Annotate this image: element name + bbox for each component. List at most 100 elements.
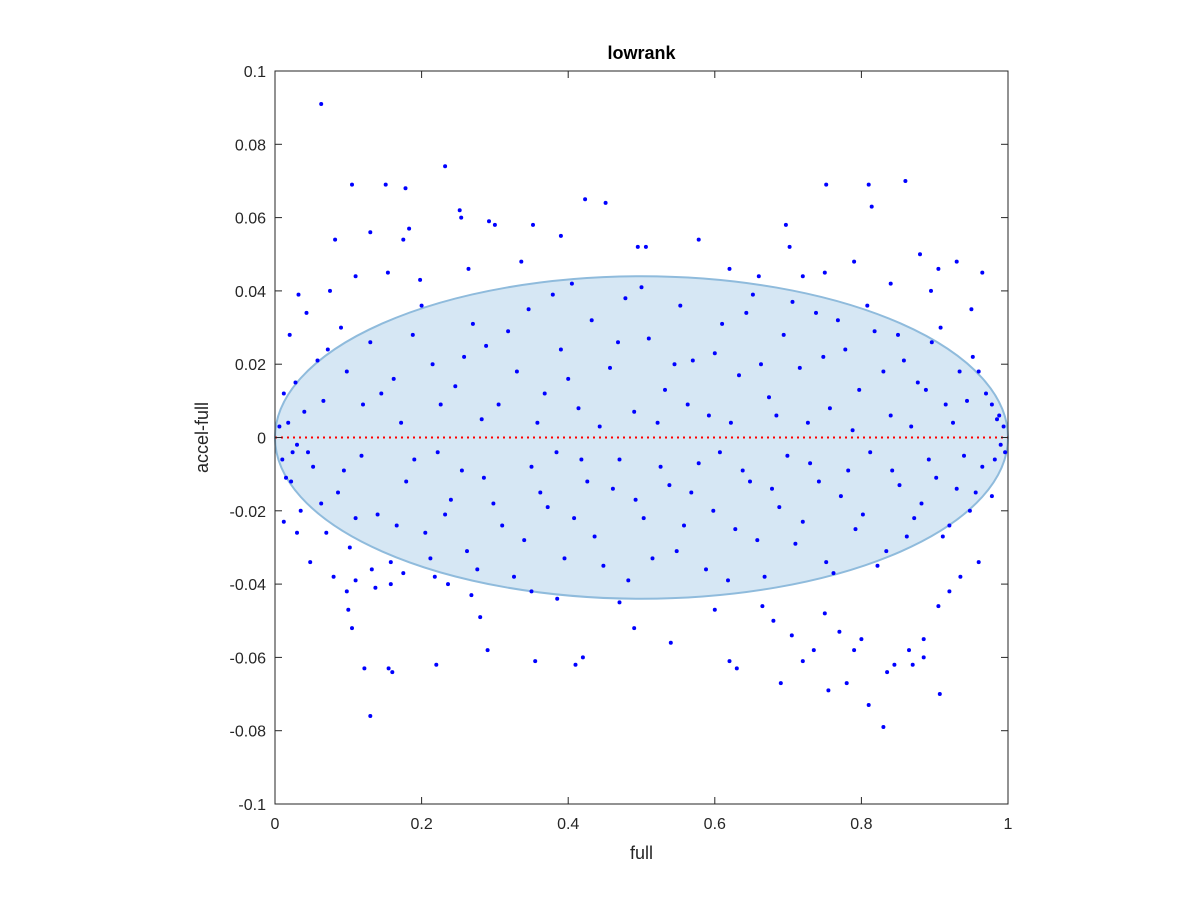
data-point xyxy=(797,365,802,370)
data-point xyxy=(443,164,448,169)
data-point xyxy=(800,659,805,664)
data-point xyxy=(407,226,412,231)
data-point xyxy=(643,244,648,249)
data-point xyxy=(934,475,939,480)
data-point xyxy=(875,563,880,568)
data-point xyxy=(475,567,480,572)
data-point xyxy=(341,468,346,473)
data-point xyxy=(519,259,524,264)
data-point xyxy=(533,659,538,664)
data-point xyxy=(907,648,911,653)
data-point xyxy=(328,288,332,293)
data-point xyxy=(881,369,886,374)
data-point xyxy=(388,582,393,587)
data-point xyxy=(777,505,782,510)
data-point xyxy=(1001,424,1006,429)
data-point xyxy=(667,483,672,488)
data-point xyxy=(866,703,871,707)
data-point xyxy=(756,274,761,279)
data-point xyxy=(333,237,338,242)
data-point xyxy=(740,468,745,473)
data-point xyxy=(835,318,840,323)
data-point xyxy=(403,186,408,191)
data-point xyxy=(353,578,358,583)
data-point xyxy=(399,420,404,425)
data-point xyxy=(998,442,1003,447)
data-point xyxy=(954,259,959,264)
x-axis-label: full xyxy=(630,843,653,863)
data-point xyxy=(650,556,655,561)
y-tick-label: -0.04 xyxy=(230,577,267,594)
data-point xyxy=(827,406,832,411)
data-point xyxy=(690,358,695,363)
data-point xyxy=(423,530,428,535)
y-tick-label: 0.08 xyxy=(235,137,266,154)
x-ticks: 0 0.2 0.4 0.6 0.8 1 xyxy=(271,71,1013,833)
data-point xyxy=(359,453,364,458)
data-point xyxy=(478,615,483,620)
data-point xyxy=(774,413,779,418)
data-point xyxy=(308,560,313,565)
data-point xyxy=(853,527,858,532)
data-point xyxy=(466,266,471,271)
data-point xyxy=(936,266,941,271)
data-point xyxy=(487,219,491,224)
data-point xyxy=(538,490,543,495)
data-point xyxy=(514,369,519,374)
data-point xyxy=(469,593,474,598)
data-point xyxy=(632,409,637,414)
data-point xyxy=(843,347,848,352)
data-point xyxy=(720,321,725,326)
data-point xyxy=(771,618,776,623)
data-point xyxy=(610,486,615,491)
data-point xyxy=(432,574,437,579)
data-point xyxy=(744,310,749,315)
data-point xyxy=(868,450,873,455)
data-point xyxy=(401,237,406,242)
data-point xyxy=(616,340,620,345)
data-point xyxy=(410,332,415,337)
data-point xyxy=(608,365,612,370)
data-point xyxy=(800,274,805,279)
data-point xyxy=(822,270,827,275)
y-tick-label: 0.04 xyxy=(235,284,266,301)
data-point xyxy=(569,281,574,286)
data-point xyxy=(885,670,890,675)
data-point xyxy=(980,464,985,469)
data-point xyxy=(943,402,948,407)
data-point xyxy=(717,450,722,455)
data-point xyxy=(872,329,877,334)
data-point xyxy=(529,589,534,594)
data-point xyxy=(315,358,320,363)
data-point xyxy=(306,450,310,455)
data-point xyxy=(296,292,301,297)
data-point xyxy=(572,516,577,521)
data-point xyxy=(904,534,909,539)
y-tick-label: -0.08 xyxy=(230,724,267,741)
data-point xyxy=(603,200,608,205)
data-point xyxy=(281,519,286,524)
data-point xyxy=(929,288,933,293)
data-point xyxy=(558,347,563,352)
y-tick-label: 0 xyxy=(257,431,266,448)
data-point xyxy=(884,549,889,554)
data-point xyxy=(850,428,855,433)
data-point xyxy=(805,420,810,425)
data-point xyxy=(800,519,805,524)
data-point xyxy=(453,384,458,389)
data-point xyxy=(287,332,292,337)
data-point xyxy=(459,215,464,220)
data-point xyxy=(706,413,711,418)
data-point xyxy=(368,230,373,235)
data-point xyxy=(726,578,730,583)
data-point xyxy=(976,560,981,565)
data-point xyxy=(566,376,571,381)
data-point xyxy=(401,571,406,576)
data-point xyxy=(938,325,943,330)
data-point xyxy=(286,420,291,425)
data-point xyxy=(592,534,597,539)
data-point xyxy=(353,516,358,521)
data-point xyxy=(459,468,464,473)
data-point xyxy=(319,102,324,106)
